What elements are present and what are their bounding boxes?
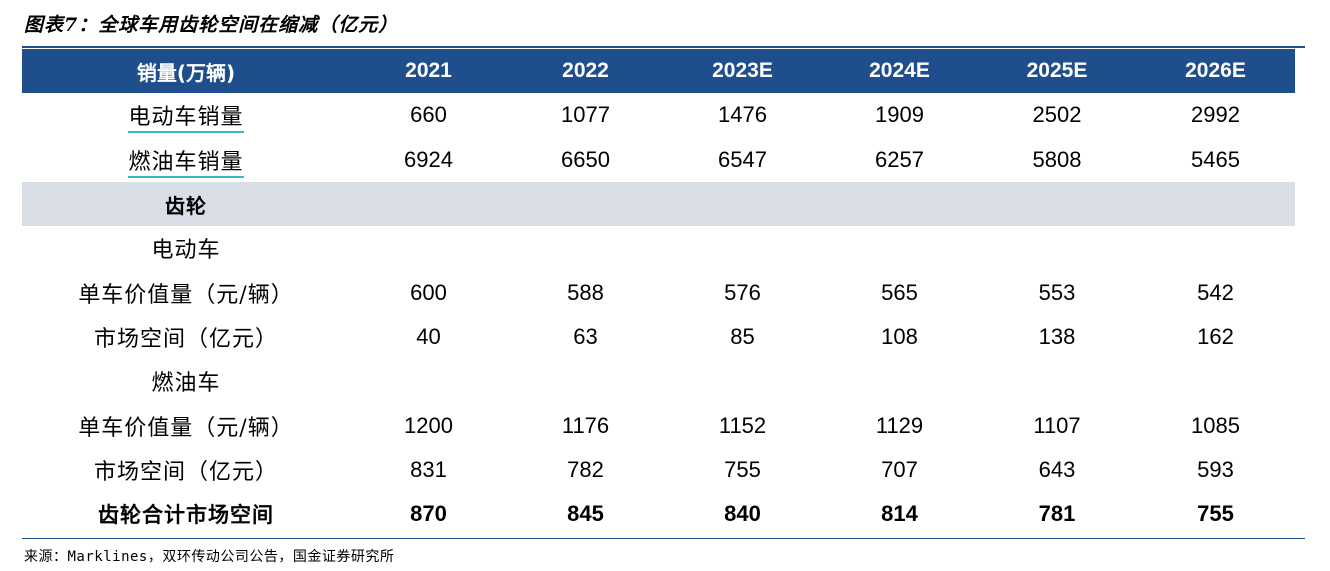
header-cell-year: 2023E	[664, 49, 821, 94]
cell-value: 1909	[875, 102, 924, 128]
source-note: 来源：Marklines，双环传动公司公告，国金证券研究所	[24, 549, 395, 565]
header-cell-year: 2025E	[978, 49, 1136, 94]
row-label: 电动车	[151, 238, 221, 264]
header-cell-year: 2024E	[821, 49, 978, 94]
cell-value: 6547	[718, 146, 767, 172]
cell-value: 1129	[875, 412, 924, 438]
row-label: 齿轮	[22, 181, 350, 227]
row-label: 燃油车销量	[128, 149, 244, 178]
total-row: 齿轮合计市场空间 870 845 840 814 781 755	[22, 492, 1295, 536]
row-label: 单车价值量（元/辆）	[78, 415, 294, 441]
cell-value: 755	[724, 456, 761, 482]
cell-value: 6650	[561, 146, 610, 172]
cell-value: 85	[730, 323, 755, 349]
row-label: 单车价值量（元/辆）	[78, 282, 294, 308]
cell-value: 6257	[875, 146, 924, 172]
cell-value: 1476	[718, 102, 767, 128]
figure-title: 图表7：全球车用齿轮空间在缩减（亿元）	[24, 14, 399, 36]
row-label: 电动车销量	[128, 105, 244, 134]
cell-value: 2992	[1191, 102, 1240, 128]
cell-value: 565	[881, 279, 918, 305]
cell-value: 1077	[561, 102, 610, 128]
cell-value: 814	[881, 501, 918, 527]
cell-value: 660	[410, 102, 447, 128]
cell-value: 1107	[1033, 412, 1081, 438]
cell-value: 845	[567, 501, 604, 527]
cell-value: 63	[573, 323, 598, 349]
cell-value: 593	[1197, 456, 1234, 482]
cell-value: 553	[1038, 279, 1076, 305]
table-row: 市场空间（亿元） 40 63 85 108 138 162	[22, 315, 1295, 359]
cell-value: 2502	[1032, 102, 1082, 128]
cell-value: 1200	[404, 412, 453, 438]
header-cell-label: 销量(万辆)	[22, 49, 350, 94]
cell-value: 1176	[561, 412, 610, 438]
header-cell-year: 2021	[350, 49, 507, 94]
cell-value: 576	[724, 279, 761, 305]
row-label: 燃油车	[151, 371, 221, 397]
table-row: 单车价值量（元/辆） 1200 1176 1152 1129 1107 1085	[22, 403, 1295, 447]
cell-value: 1152	[718, 412, 767, 438]
bottom-rule	[22, 538, 1305, 539]
cell-value: 5465	[1191, 146, 1240, 172]
cell-value: 108	[881, 323, 918, 349]
subsection-row: 燃油车	[22, 359, 1295, 403]
table-header-row: 销量(万辆) 2021 2022 2023E 2024E 2025E 2026E	[22, 49, 1295, 94]
cell-value: 40	[416, 323, 441, 349]
cell-value: 588	[567, 279, 604, 305]
cell-value: 643	[1038, 456, 1076, 482]
row-label: 市场空间（亿元）	[93, 459, 278, 485]
cell-value: 755	[1197, 501, 1234, 527]
cell-value: 707	[881, 456, 918, 482]
row-label: 齿轮合计市场空间	[98, 503, 274, 528]
table-row: 单车价值量（元/辆） 600 588 576 565 553 542	[22, 270, 1295, 314]
cell-value: 831	[410, 456, 447, 482]
table-row: 燃油车销量 6924 6650 6547 6257 5808 5465	[22, 138, 1295, 182]
cell-value: 1085	[1191, 412, 1240, 438]
cell-value: 840	[724, 501, 761, 527]
data-table: 销量(万辆) 2021 2022 2023E 2024E 2025E 2026E…	[22, 49, 1295, 536]
cell-value: 782	[567, 456, 604, 482]
header-cell-year: 2022	[507, 49, 664, 94]
row-label: 市场空间（亿元）	[93, 326, 278, 352]
header-cell-year: 2026E	[1136, 49, 1295, 94]
subsection-row: 电动车	[22, 226, 1295, 270]
table-row: 电动车销量 660 1077 1476 1909 2502 2992	[22, 93, 1295, 137]
cell-value: 162	[1197, 323, 1234, 349]
cell-value: 781	[1038, 501, 1076, 527]
cell-value: 138	[1038, 323, 1076, 349]
table-row: 市场空间（亿元） 831 782 755 707 643 593	[22, 448, 1295, 492]
top-rule	[22, 46, 1305, 48]
cell-value: 6924	[404, 146, 453, 172]
cell-value: 5808	[1032, 146, 1082, 172]
cell-value: 870	[410, 501, 447, 527]
cell-value: 600	[410, 279, 447, 305]
section-row-gear: 齿轮	[22, 181, 1295, 227]
cell-value: 542	[1197, 279, 1234, 305]
